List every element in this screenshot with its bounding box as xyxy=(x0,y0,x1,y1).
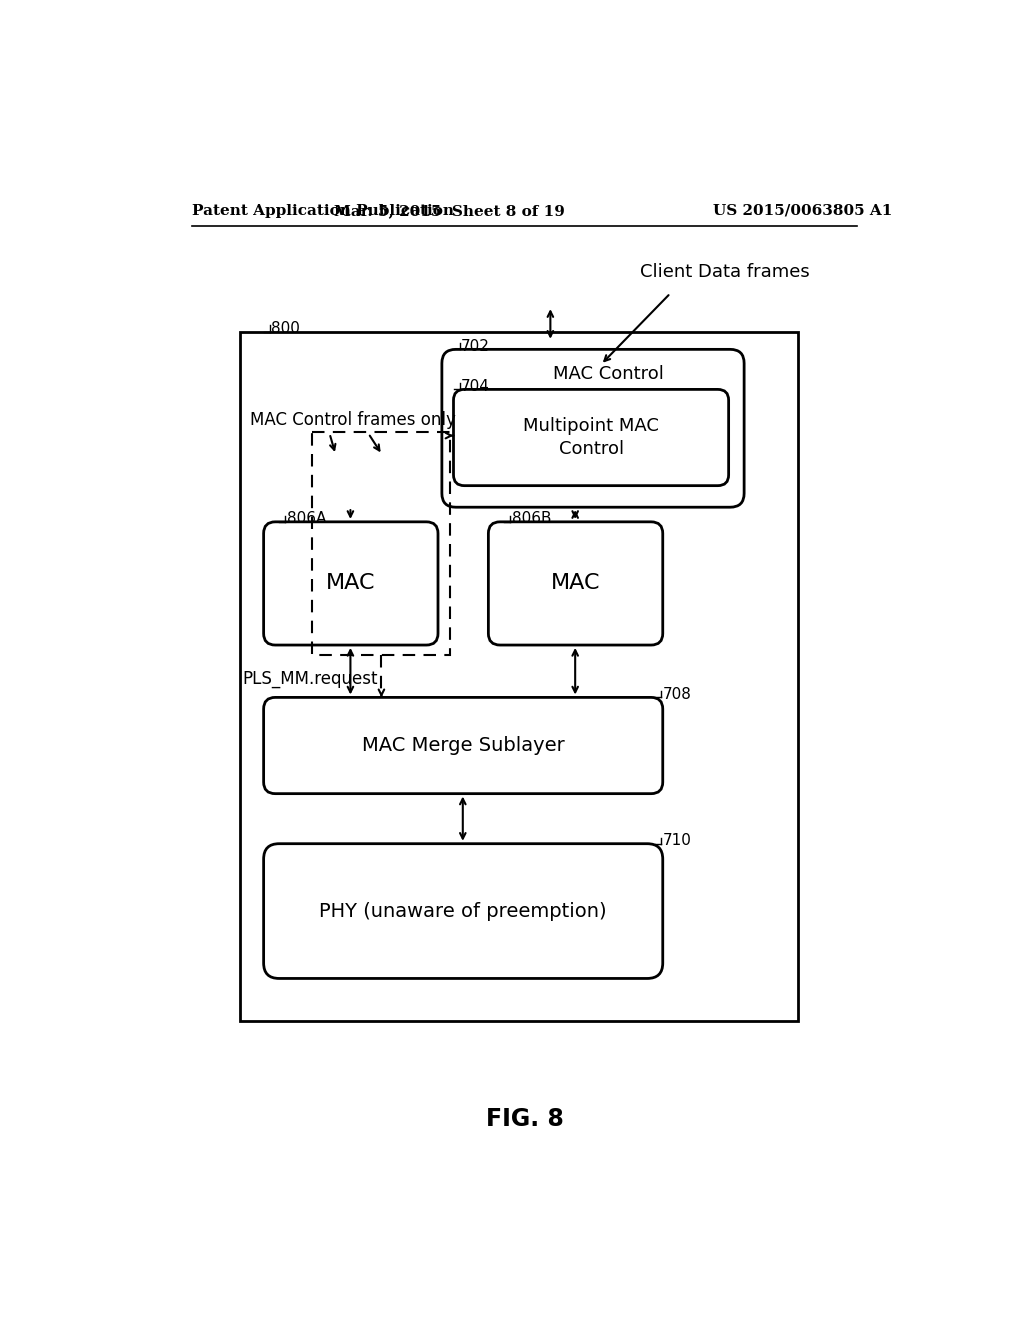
Text: PHY (unaware of preemption): PHY (unaware of preemption) xyxy=(319,902,607,920)
Text: 806A: 806A xyxy=(287,511,327,527)
Text: MAC: MAC xyxy=(551,573,600,594)
Text: 806B: 806B xyxy=(512,511,551,527)
FancyBboxPatch shape xyxy=(241,331,799,1020)
Text: 800: 800 xyxy=(271,321,300,337)
Text: Mar. 5, 2015  Sheet 8 of 19: Mar. 5, 2015 Sheet 8 of 19 xyxy=(334,203,565,218)
Text: FIG. 8: FIG. 8 xyxy=(485,1107,564,1131)
FancyBboxPatch shape xyxy=(263,697,663,793)
Text: 710: 710 xyxy=(663,833,691,849)
FancyBboxPatch shape xyxy=(454,389,729,486)
Text: 702: 702 xyxy=(461,339,490,354)
Text: PLS_MM.request: PLS_MM.request xyxy=(243,671,378,688)
Text: MAC Control frames only: MAC Control frames only xyxy=(251,412,457,429)
FancyBboxPatch shape xyxy=(263,843,663,978)
FancyBboxPatch shape xyxy=(488,521,663,645)
Text: Client Data frames: Client Data frames xyxy=(640,264,809,281)
FancyBboxPatch shape xyxy=(263,521,438,645)
FancyBboxPatch shape xyxy=(442,350,744,507)
Text: 708: 708 xyxy=(663,686,691,702)
Text: MAC Control: MAC Control xyxy=(553,366,664,383)
Text: Patent Application Publication: Patent Application Publication xyxy=(193,203,455,218)
Text: US 2015/0063805 A1: US 2015/0063805 A1 xyxy=(713,203,892,218)
Text: MAC Merge Sublayer: MAC Merge Sublayer xyxy=(361,737,564,755)
Text: MAC: MAC xyxy=(326,573,376,594)
Text: 704: 704 xyxy=(461,379,490,393)
Text: Multipoint MAC
Control: Multipoint MAC Control xyxy=(523,417,659,458)
